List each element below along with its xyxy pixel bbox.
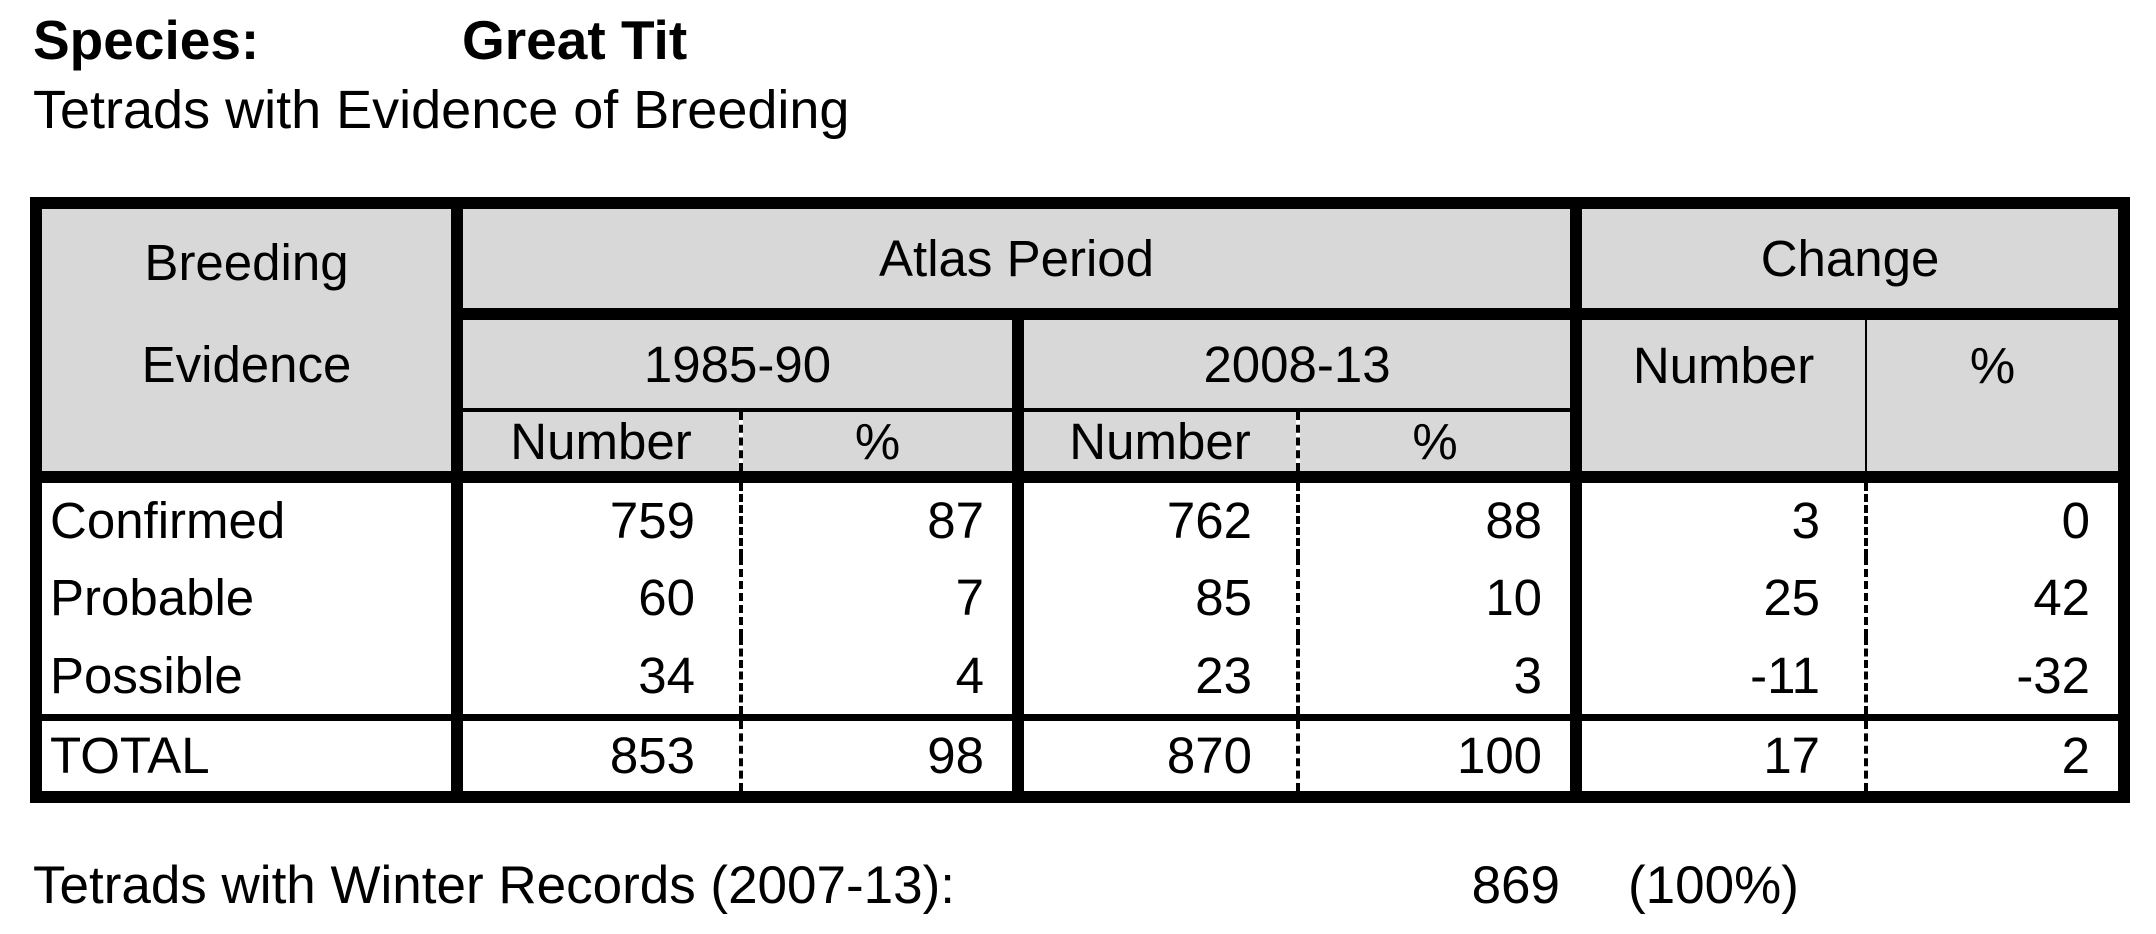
row-header-line2: Evidence: [141, 336, 352, 393]
table-row-possible: Possible 34 4 23 3 -11 -32: [36, 637, 2125, 717]
change-percent-cell: 0: [1864, 477, 2125, 557]
header-row-measures: Number % Number %: [36, 410, 2124, 483]
row-label: TOTAL: [36, 713, 457, 797]
winter-records-label: Tetrads with Winter Records (2007-13):: [33, 856, 955, 915]
p1-number-cell: 34: [451, 637, 741, 717]
row-label: Possible: [50, 646, 243, 704]
period2-header: 2008-13: [1011, 314, 1577, 412]
change-number-cell: 25: [1570, 557, 1867, 637]
change-number-cell: 3: [1570, 477, 1867, 557]
header-row-groups: Breeding Evidence Atlas Period Change: [36, 203, 2125, 483]
change-number-cell: -11: [1570, 637, 1867, 717]
table-row-total: TOTAL 853 98 870 100 17 2: [36, 713, 2125, 797]
winter-records-line: Tetrads with Winter Records (2007-13): 8…: [0, 852, 2156, 922]
breeding-evidence-table: Breeding Evidence Atlas Period Change 19…: [30, 197, 2131, 803]
change-number-cell: 17: [1570, 713, 1867, 797]
p1-number-cell: 853: [451, 713, 741, 797]
winter-records-percent: (100%): [1628, 856, 1799, 915]
change-number-header: Number: [1570, 314, 1867, 483]
p1-percent-header: %: [739, 410, 1018, 483]
p1-percent-cell: 87: [739, 477, 1018, 557]
p2-number-cell: 762: [1012, 477, 1298, 557]
p1-number-cell: 759: [451, 477, 741, 557]
p2-percent-cell: 88: [1295, 477, 1577, 557]
p2-percent-cell: 100: [1295, 713, 1577, 797]
p2-percent-header: %: [1295, 410, 1577, 483]
p2-number-cell: 85: [1012, 557, 1298, 637]
row-label: Confirmed: [50, 491, 286, 549]
p1-percent-cell: 7: [739, 557, 1018, 637]
species-value: Great Tit: [462, 9, 688, 71]
table-row-probable: Probable 60 7 85 10 25 42: [36, 557, 2125, 637]
p2-number-cell: 870: [1012, 713, 1298, 797]
table-caption: Tetrads with Evidence of Breeding: [33, 80, 850, 140]
row-header-cell: Breeding Evidence: [36, 203, 463, 483]
p1-number-cell: 60: [451, 557, 741, 637]
p1-percent-cell: 98: [739, 713, 1018, 797]
winter-records-value: 869: [1471, 856, 1560, 915]
p2-number-header: Number: [1012, 410, 1298, 483]
period1-header: 1985-90: [457, 314, 1018, 412]
p2-percent-cell: 3: [1295, 637, 1577, 717]
row-header-line1: Breeding: [144, 234, 349, 291]
change-percent-cell: 42: [1864, 557, 2125, 637]
change-percent-cell: -32: [1864, 637, 2125, 717]
p1-number-header: Number: [457, 410, 741, 483]
p1-percent-cell: 4: [739, 637, 1018, 717]
header-row-periods: 1985-90 2008-13 Number %: [36, 314, 2125, 483]
row-label: Probable: [50, 568, 255, 626]
change-percent-cell: 2: [1864, 713, 2125, 797]
species-label: Species:: [33, 9, 260, 71]
table-row-confirmed: Confirmed 759 87 762 88 3 0: [36, 477, 2125, 557]
atlas-period-header: Atlas Period: [450, 203, 1583, 320]
p2-percent-cell: 10: [1295, 557, 1577, 637]
change-header: Change: [1570, 203, 2125, 320]
p2-number-cell: 23: [1012, 637, 1298, 717]
change-percent-header: %: [1865, 314, 2125, 483]
